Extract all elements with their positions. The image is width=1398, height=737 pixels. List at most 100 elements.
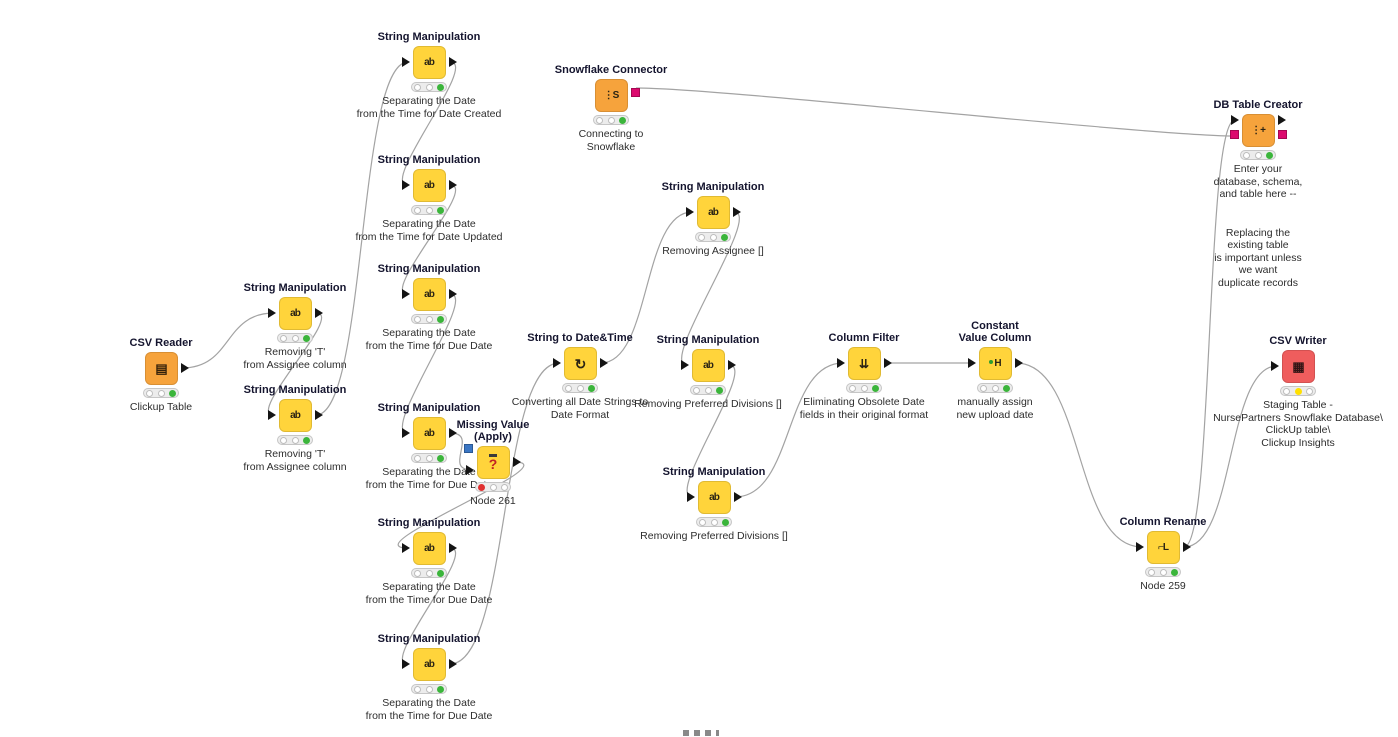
workflow-node-sep4[interactable]: String Manipulation ab Separating the Date… — [319, 402, 539, 491]
port-db-out-high[interactable] — [630, 88, 640, 97]
string-manipulation-icon[interactable]: ab — [412, 417, 446, 450]
port-db-out[interactable] — [1277, 130, 1287, 139]
workflow-node-rt2[interactable]: String Manipulation ab Removing 'T' from As… — [185, 384, 405, 473]
port-tri-in[interactable] — [401, 57, 410, 67]
port-tri-in-top[interactable] — [1230, 115, 1239, 125]
port-tri-out-top[interactable] — [1277, 115, 1286, 125]
port-db-in[interactable] — [1229, 130, 1239, 139]
port-tri-out[interactable] — [180, 363, 189, 373]
string-manipulation-icon[interactable]: ab — [412, 532, 446, 565]
connection-sep4-to-missing_value[interactable] — [449, 432, 473, 471]
string-manipulation-icon[interactable]: ab — [697, 481, 731, 514]
workflow-node-s2dt[interactable]: String to Date&Time ↻ Converting all Date … — [470, 332, 690, 421]
node-status-traffic-light — [690, 385, 726, 395]
string-manipulation-icon[interactable]: ab — [412, 648, 446, 681]
workflow-node-rt1[interactable]: String Manipulation ab Removing 'T' from As… — [185, 282, 405, 371]
connection-rem_pd2-to-column_filter[interactable] — [734, 362, 844, 498]
workflow-node-column_rename[interactable]: Column Rename ⌐L Node 259 — [1053, 516, 1273, 593]
port-tri-in[interactable] — [401, 428, 410, 438]
workflow-node-csv_reader[interactable]: CSV Reader ▤ Clickup Table — [51, 337, 271, 414]
string-manipulation-icon[interactable]: ab — [696, 196, 730, 229]
port-tri-in[interactable] — [1270, 361, 1279, 371]
connection-rem_assignee-to-rem_pd1[interactable] — [681, 211, 740, 366]
column-filter-icon[interactable]: ⇊ — [847, 347, 881, 380]
string-manipulation-icon[interactable]: ab — [412, 278, 446, 311]
workflow-node-sep6[interactable]: String Manipulation ab Separating the Date… — [319, 633, 539, 722]
port-tri-out[interactable] — [448, 659, 457, 669]
port-tri-in[interactable] — [1135, 542, 1144, 552]
port-tri-in[interactable] — [685, 207, 694, 217]
port-tri-in[interactable] — [401, 659, 410, 669]
port-tri-in[interactable] — [836, 358, 845, 368]
port-tri-in[interactable] — [680, 360, 689, 370]
port-tri-out[interactable] — [727, 360, 736, 370]
string-manipulation-icon[interactable]: ab — [278, 399, 312, 432]
port-tri-in[interactable] — [401, 543, 410, 553]
port-tri-out[interactable] — [512, 457, 521, 467]
port-tri-out[interactable] — [448, 57, 457, 67]
string-manipulation-icon[interactable]: ab — [691, 349, 725, 382]
port-tri-out[interactable] — [599, 358, 608, 368]
port-tri-in[interactable] — [967, 358, 976, 368]
port-tri-out[interactable] — [314, 410, 323, 420]
port-tri-out[interactable] — [314, 308, 323, 318]
port-tri-out[interactable] — [1182, 542, 1191, 552]
port-tri-in[interactable] — [267, 410, 276, 420]
string-manipulation-icon[interactable]: ab — [412, 46, 446, 79]
workflow-node-sep3[interactable]: String Manipulation ab Separating the Date… — [319, 263, 539, 352]
port-tri-in[interactable] — [686, 492, 695, 502]
clipped-node-fragment — [683, 730, 719, 736]
port-tri-out[interactable] — [448, 180, 457, 190]
port-tri-out[interactable] — [448, 543, 457, 553]
port-tri-out[interactable] — [448, 428, 457, 438]
port-tri-out[interactable] — [732, 207, 741, 217]
connection-missing_value-to-sep5[interactable] — [397, 461, 525, 549]
table-reader-icon[interactable]: ▤ — [144, 352, 178, 385]
table-writer-icon[interactable]: ▦ — [1281, 350, 1315, 383]
connection-snowflake-to-db_table_creator[interactable] — [635, 87, 1236, 137]
column-rename-icon[interactable]: ⌐L — [1146, 531, 1180, 564]
port-tri-in-low[interactable] — [465, 465, 474, 475]
workflow-node-rem_assignee[interactable]: String Manipulation ab Removing Assignee [… — [603, 181, 823, 258]
workflow-node-sep2[interactable]: String Manipulation ab Separating the Date… — [319, 154, 539, 243]
port-tri-in[interactable] — [267, 308, 276, 318]
connection-rem_pd1-to-rem_pd2[interactable] — [686, 364, 736, 498]
workflow-node-sep5[interactable]: String Manipulation ab Separating the Date… — [319, 517, 539, 606]
snowflake-connector-icon[interactable]: ⋮S — [594, 79, 628, 112]
connection-sep6-to-s2dt[interactable] — [449, 362, 560, 665]
workflow-node-snowflake[interactable]: Snowflake Connector ⋮S Connecting to Snowfl… — [501, 64, 721, 153]
node-annotation: Eliminating Obsolete Date fields in their… — [799, 396, 929, 421]
connection-column_rename-to-csv_writer[interactable] — [1183, 365, 1278, 548]
port-tri-in[interactable] — [401, 180, 410, 190]
string-to-datetime-icon[interactable]: ↻ — [563, 347, 597, 380]
workflow-node-column_filter[interactable]: Column Filter ⇊ Eliminating Obsolete Date f… — [754, 332, 974, 421]
workflow-node-rem_pd1[interactable]: String Manipulation ab Removing Preferred … — [598, 334, 818, 411]
port-model-in[interactable] — [463, 444, 473, 453]
string-manipulation-icon[interactable]: ab — [412, 169, 446, 202]
connection-sep1-to-sep2[interactable] — [401, 61, 457, 186]
workflow-node-sep1[interactable]: String Manipulation ab Separating the Date… — [319, 31, 539, 120]
port-tri-in[interactable] — [552, 358, 561, 368]
workflow-node-rem_pd2[interactable]: String Manipulation ab Removing Preferred … — [604, 466, 824, 543]
port-tri-out[interactable] — [448, 289, 457, 299]
connection-column_rename-to-db_table_creator[interactable] — [1183, 119, 1236, 548]
db-table-creator-icon[interactable]: ⋮+ — [1241, 114, 1275, 147]
connection-csv_reader-to-rt1[interactable] — [181, 312, 275, 369]
port-tri-in[interactable] — [401, 289, 410, 299]
connection-const_value-to-column_rename[interactable] — [1015, 362, 1143, 548]
node-title: Missing Value (Apply) — [456, 419, 530, 443]
workflow-node-missing_value[interactable]: Missing Value (Apply)? Node 261 — [383, 419, 603, 508]
connection-rt2-to-sep1[interactable] — [315, 61, 409, 416]
constant-value-icon[interactable]: H — [978, 347, 1012, 380]
workflow-node-csv_writer[interactable]: CSV Writer ▦ Staging Table - NursePartners … — [1188, 335, 1398, 449]
missing-value-apply-icon[interactable]: ? — [476, 446, 510, 479]
connection-s2dt-to-rem_assignee[interactable] — [600, 211, 693, 364]
port-tri-out[interactable] — [733, 492, 742, 502]
connection-sep3-to-sep4[interactable] — [401, 293, 457, 434]
workflow-node-db_table_creator[interactable]: DB Table Creator ⋮+ Enter your database, sc… — [1148, 99, 1368, 289]
port-tri-out[interactable] — [883, 358, 892, 368]
port-tri-out[interactable] — [1014, 358, 1023, 368]
string-manipulation-icon[interactable]: ab — [278, 297, 312, 330]
